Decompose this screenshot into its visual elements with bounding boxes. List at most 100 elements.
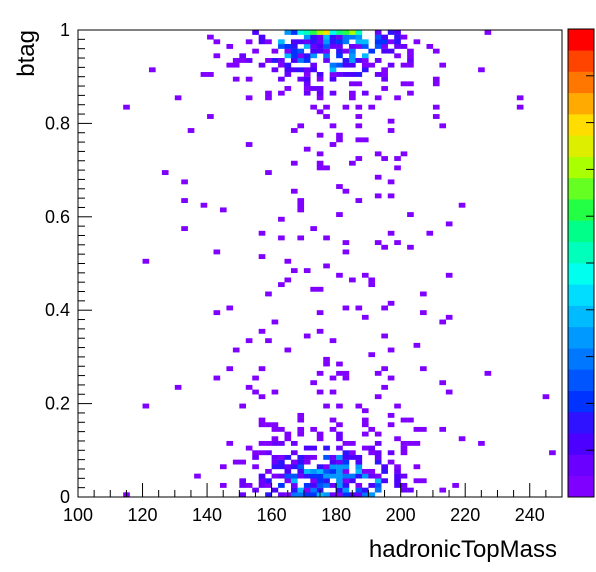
heatmap-cell bbox=[265, 450, 272, 456]
heatmap-cell bbox=[297, 487, 305, 493]
heatmap-cell bbox=[368, 282, 376, 288]
heatmap-cell bbox=[219, 482, 227, 488]
heatmap-cell bbox=[323, 39, 330, 45]
heatmap-cell bbox=[297, 235, 305, 241]
heatmap-cell bbox=[290, 48, 298, 54]
heatmap-cell bbox=[316, 478, 324, 484]
heatmap-cell bbox=[420, 291, 427, 297]
heatmap-cell bbox=[368, 352, 376, 358]
heatmap-cell bbox=[284, 48, 292, 54]
heatmap-cell bbox=[400, 440, 408, 446]
heatmap-cell bbox=[271, 473, 279, 479]
heatmap-cell bbox=[245, 482, 253, 488]
heatmap-cell bbox=[361, 492, 369, 498]
heatmap-cell bbox=[142, 403, 150, 409]
heatmap-cell bbox=[303, 459, 311, 465]
heatmap-cell bbox=[239, 478, 246, 484]
heatmap-cell bbox=[336, 482, 343, 488]
heatmap-cell bbox=[316, 30, 324, 35]
heatmap-cell bbox=[349, 34, 356, 40]
heatmap-cell bbox=[181, 198, 188, 203]
heatmap-cell bbox=[258, 440, 266, 446]
heatmap-cell bbox=[342, 370, 350, 376]
heatmap-cell bbox=[258, 230, 266, 236]
heatmap-cell bbox=[297, 473, 305, 479]
heatmap-cell bbox=[290, 30, 298, 35]
heatmap-cell bbox=[355, 34, 363, 40]
heatmap-cell bbox=[381, 72, 388, 77]
heatmap-cell bbox=[323, 114, 330, 119]
heatmap-cell bbox=[323, 482, 330, 488]
heatmap-cell bbox=[336, 72, 343, 77]
heatmap-cell bbox=[355, 30, 363, 35]
heatmap-cell bbox=[278, 426, 285, 432]
heatmap-cell bbox=[303, 146, 311, 152]
heatmap-cell bbox=[265, 468, 272, 474]
heatmap-cell bbox=[439, 426, 447, 432]
heatmap-cell bbox=[413, 342, 421, 348]
heatmap-cell bbox=[303, 492, 311, 498]
heatmap-cell bbox=[361, 272, 369, 278]
heatmap-cell bbox=[284, 72, 292, 77]
heatmap-cell bbox=[336, 473, 343, 479]
heatmap-cell bbox=[342, 249, 350, 255]
heatmap-cell bbox=[310, 492, 317, 498]
heatmap-cell bbox=[271, 48, 279, 54]
heatmap-cell bbox=[310, 62, 317, 68]
heatmap-cell bbox=[258, 417, 266, 423]
heatmap-cell bbox=[303, 58, 311, 63]
heatmap-cell bbox=[226, 366, 234, 372]
heatmap-cell bbox=[284, 53, 292, 59]
heatmap-cell bbox=[336, 272, 343, 278]
heatmap-cell bbox=[310, 226, 317, 232]
heatmap-cell bbox=[342, 473, 350, 479]
heatmap-cell bbox=[316, 86, 324, 91]
heatmap-cell bbox=[316, 132, 324, 138]
heatmap-cell bbox=[232, 459, 240, 465]
heatmap-cell bbox=[342, 48, 350, 54]
heatmap-cell bbox=[329, 123, 337, 129]
heatmap-cell bbox=[329, 464, 337, 470]
heatmap-cell bbox=[187, 128, 195, 133]
heatmap-cell bbox=[316, 48, 324, 54]
colorbar-swatch bbox=[568, 29, 594, 51]
heatmap-cell bbox=[278, 39, 285, 45]
heatmap-cell bbox=[400, 487, 408, 493]
colorbar-swatch bbox=[568, 475, 594, 498]
heatmap-cell bbox=[284, 258, 292, 264]
heatmap-cell bbox=[239, 53, 246, 59]
heatmap-cell bbox=[297, 459, 305, 465]
heatmap-cell bbox=[336, 62, 343, 68]
heatmap-cell bbox=[549, 450, 556, 456]
heatmap-cell bbox=[336, 478, 343, 484]
heatmap-cell bbox=[310, 478, 317, 484]
heatmap-cell bbox=[400, 482, 408, 488]
heatmap-cell bbox=[316, 76, 324, 82]
heatmap-cell bbox=[361, 44, 369, 49]
heatmap-cell bbox=[387, 118, 395, 124]
heatmap-cell bbox=[336, 184, 343, 189]
heatmap-cell bbox=[245, 142, 253, 147]
heatmap-cell bbox=[336, 370, 343, 376]
heatmap-cell bbox=[284, 86, 292, 91]
heatmap-cell bbox=[400, 445, 408, 451]
colorbar-swatch bbox=[568, 348, 594, 370]
heatmap-cell bbox=[387, 230, 395, 236]
heatmap-cell bbox=[355, 72, 363, 77]
heatmap-cell bbox=[374, 151, 382, 157]
heatmap-cell bbox=[297, 198, 305, 203]
heatmap-cell bbox=[219, 207, 227, 213]
heatmap-cell bbox=[374, 473, 382, 479]
heatmap-cell bbox=[336, 361, 343, 367]
heatmap-cell bbox=[239, 459, 246, 465]
heatmap-cell bbox=[355, 468, 363, 474]
heatmap-cell bbox=[394, 482, 401, 488]
heatmap-cell bbox=[349, 44, 356, 49]
heatmap-cell bbox=[336, 137, 343, 143]
heatmap-cell bbox=[181, 179, 188, 185]
heatmap-cell bbox=[271, 389, 279, 395]
heatmap-cell bbox=[310, 468, 317, 474]
heatmap-cell bbox=[349, 473, 356, 479]
heatmap-cell bbox=[297, 39, 305, 45]
heatmap-cell bbox=[290, 53, 298, 59]
